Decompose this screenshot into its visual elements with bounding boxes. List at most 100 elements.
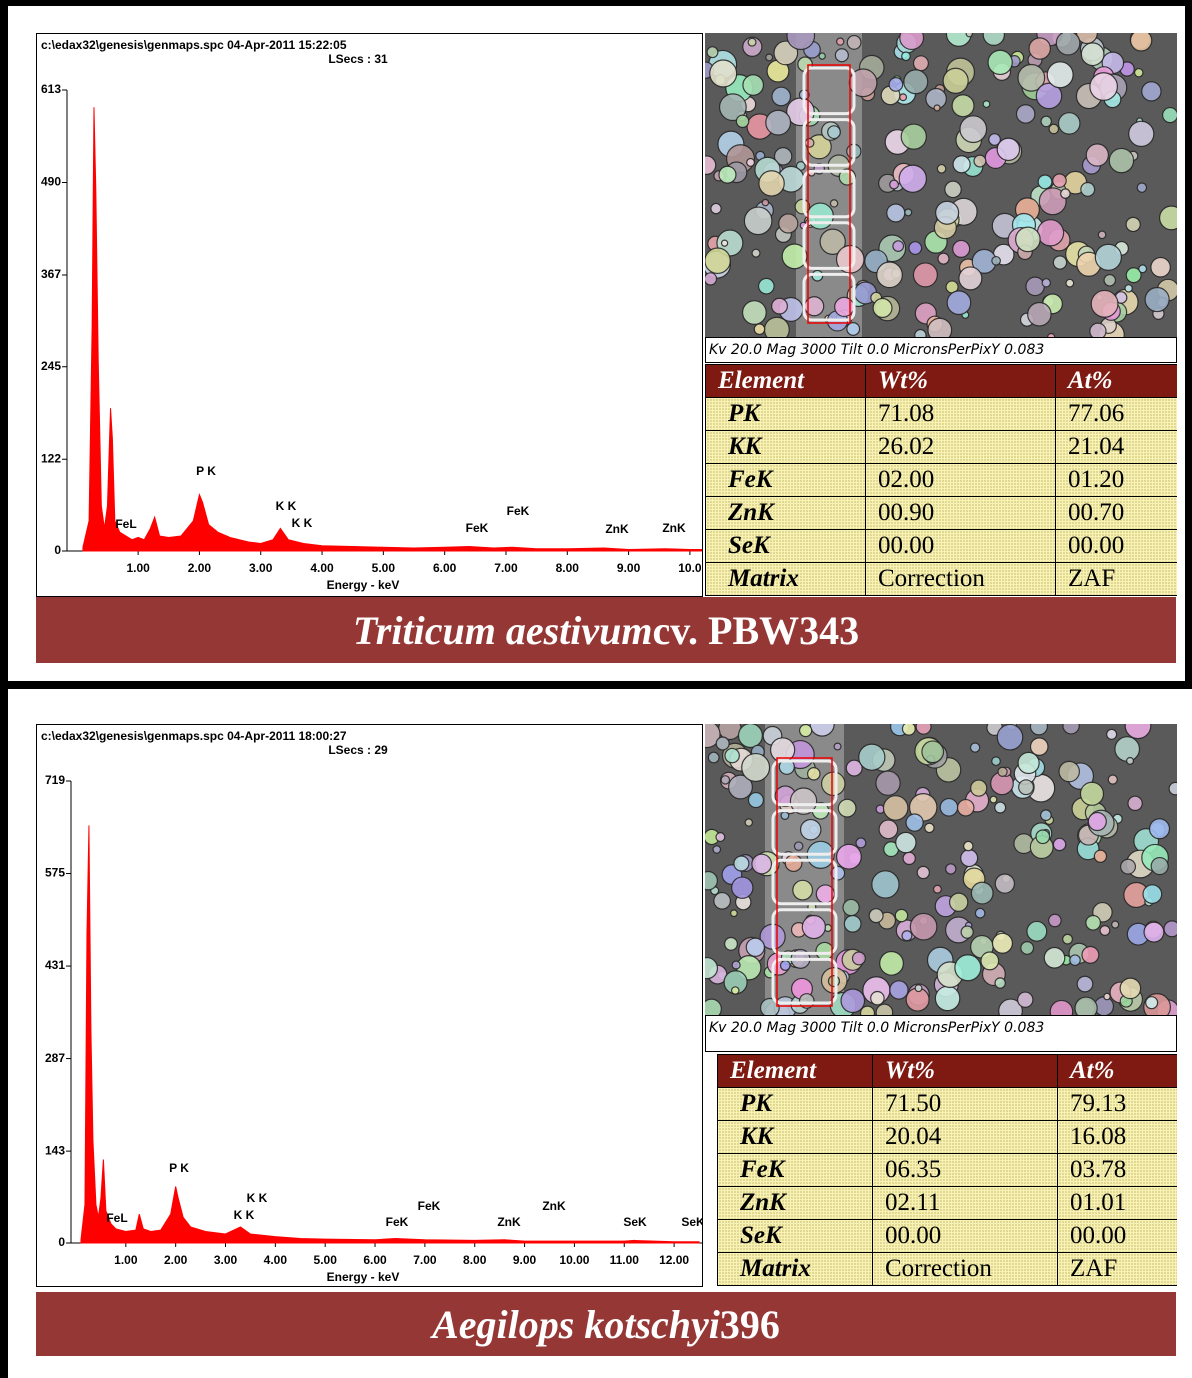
sem-granule [828,976,839,987]
sem-granule [716,737,729,750]
peak-label: K K [234,1208,255,1222]
sem-granule [1016,105,1034,123]
sem-granule [997,138,1019,160]
sem-granule [988,50,1012,74]
y-tick-label: 122 [41,451,61,465]
header-row: ElementWt%At% [706,365,1178,398]
sem-granule [915,329,926,337]
sem-granule [902,724,915,735]
sem-granule [958,800,974,816]
sem-granule [901,124,926,149]
sem-granule [1037,220,1063,246]
sem-granule [997,724,1023,750]
sem-granule [936,201,959,224]
sem-granule [1036,830,1050,844]
table-cell: SeK [718,1220,873,1253]
caption-bar: Aegilops kotschyi 396 [36,1292,1176,1356]
sem-granule [873,299,892,318]
sem-granule [902,931,912,941]
x-tick-label: 10.0 [678,561,702,575]
sem-granule [816,942,833,959]
sem-granule [1021,942,1034,955]
y-tick-label: 719 [45,773,65,787]
peak-label: FeL [115,517,136,531]
y-tick-label: 0 [54,543,61,557]
sem-granule [995,874,1014,893]
table-cell: Matrix [706,563,866,596]
x-tick-label: 3.00 [249,561,273,575]
y-tick-label: 287 [45,1051,65,1065]
sem-granule [793,880,813,900]
table-cell: SeK [706,530,866,563]
sem-granule [880,951,904,975]
sem-granule [800,724,812,736]
sem-granule [785,855,802,872]
frame [0,681,1192,689]
peak-label: FeK [418,1199,441,1213]
live-time: LSecs : 29 [328,743,388,757]
x-tick-label: 1.00 [114,1253,138,1267]
x-tick-label: 10.00 [559,1253,589,1267]
plot: c:\edax32\genesis\genmaps.spc 04-Apr-201… [41,38,703,592]
sem-granule [1029,38,1050,59]
sem-granule [904,70,928,94]
sem-granule [742,754,770,782]
sem-granule [959,267,982,290]
sem-granule [822,772,845,795]
sem-granule [935,986,959,1010]
sem-granule [1160,206,1177,230]
x-tick-label: 7.00 [413,1253,437,1267]
y-tick-label: 613 [41,82,61,96]
sem-granule [940,799,958,817]
sem-granule [1142,82,1161,101]
x-tick-label: 9.00 [617,561,641,575]
sem-granule [983,101,990,108]
table-wrap: ElementWt%At%PK71.5079.13KK20.0416.08FeK… [717,1054,1177,1287]
sem-granule [748,38,756,46]
sem-granule [725,748,739,762]
x-tick-label: 6.00 [433,561,457,575]
sem-granule [916,724,931,734]
sem-granule [1080,782,1103,805]
sem-granule [899,165,926,192]
plot: c:\edax32\genesis\genmaps.spc 04-Apr-201… [41,729,703,1284]
x-tick-label: 12.00 [659,1253,689,1267]
x-tick-label: 6.00 [363,1253,387,1267]
sem-granule [1104,275,1115,286]
element-table: ElementWt%At%PK71.5079.13KK20.0416.08FeK… [717,1054,1177,1286]
sem-granule [1063,934,1073,944]
sem-granule [831,866,845,880]
sem-granule [1127,757,1134,764]
sem-granule [1028,302,1051,325]
sem-granule [946,864,956,874]
sem-granule [710,60,737,87]
live-time: LSecs : 31 [328,52,388,66]
table-cell: Matrix [718,1253,873,1286]
table-cell: FeK [718,1154,873,1187]
x-tick-label: 7.00 [494,561,518,575]
sem-granule [1090,323,1106,337]
sem-granule [913,263,937,287]
sem-granule [871,992,884,1005]
peak-label: K K [292,516,313,530]
column-header: Wt% [873,1055,1058,1088]
table-row: SeK00.0000.00 [706,530,1178,563]
sem-granule [890,981,908,999]
sem-granule [966,33,972,37]
sem-granule [716,833,725,842]
sem-granule [1081,183,1095,197]
x-tick-label: 1.00 [126,561,150,575]
sem-granule [808,768,820,780]
sem-granule [843,899,859,915]
sem-granule [1149,819,1169,839]
peak-label: K K [276,499,297,513]
sem-granule [903,852,915,864]
peak-label: FeK [386,1215,409,1229]
sem-granule [945,181,961,197]
sem-granule [896,832,916,852]
sem-granule [1027,921,1047,941]
sem-granule [953,156,970,173]
sem-granule [1026,277,1044,295]
sem-granule [1047,62,1073,88]
table-cell: 00.00 [866,530,1056,563]
